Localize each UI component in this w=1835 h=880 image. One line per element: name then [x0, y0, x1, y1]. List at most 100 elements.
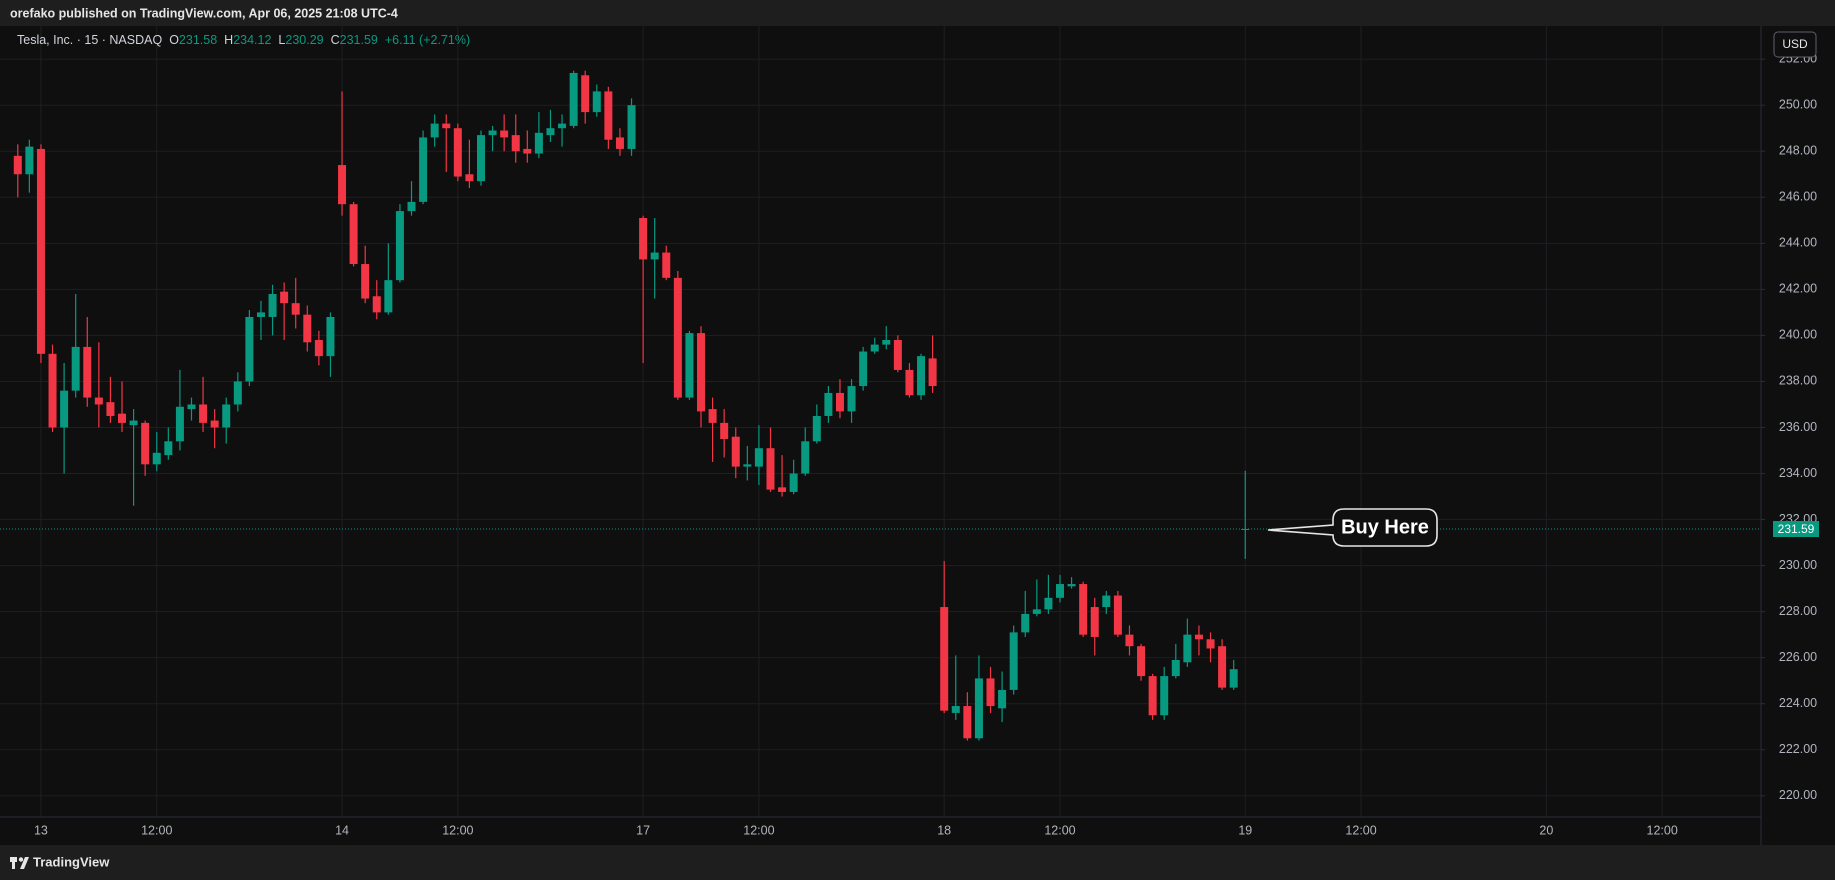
x-tick-label: 18 — [937, 823, 951, 837]
candle-body — [1171, 659, 1180, 677]
candles — [13, 70, 1250, 741]
last-price-label: 231.59 — [1778, 522, 1815, 536]
candle-body — [743, 464, 752, 467]
candle-body — [1229, 669, 1238, 688]
last-price-tag — [1773, 521, 1819, 538]
candle-body — [361, 264, 370, 299]
candle-body — [175, 406, 184, 442]
candle-body — [685, 333, 694, 398]
candle-body — [164, 441, 173, 456]
legend-ohlc-label: L — [278, 33, 286, 47]
x-tick-label: 12:00 — [1044, 823, 1075, 837]
y-tick-label: 236.00 — [1779, 420, 1817, 434]
candle-body — [731, 436, 740, 467]
candle-body — [581, 75, 590, 113]
overlay: 220.00222.00224.00226.00228.00230.00232.… — [0, 51, 1819, 837]
x-tick-label: 19 — [1238, 823, 1252, 837]
footer-text: TradingView — [33, 854, 110, 869]
candle-body — [1218, 646, 1227, 688]
candle-body — [256, 312, 265, 317]
candle-body — [1044, 597, 1053, 610]
candle-body — [222, 404, 231, 428]
candle-body — [928, 358, 937, 387]
legend-ohlc-value: 234.12 — [233, 33, 272, 47]
grid — [0, 26, 1761, 817]
callout-text: Buy Here — [1341, 516, 1429, 538]
candle-body — [940, 607, 949, 711]
header-bar — [0, 0, 1835, 26]
candle-body — [60, 390, 69, 428]
candle-body — [245, 316, 254, 382]
x-tick-label: 12:00 — [442, 823, 473, 837]
candle-body — [326, 316, 335, 357]
candle-body — [395, 211, 404, 281]
candle-body — [118, 413, 127, 423]
y-tick-label: 250.00 — [1779, 97, 1817, 111]
footer-bar — [0, 845, 1835, 880]
candle-body — [951, 706, 960, 713]
x-tick-label: 12:00 — [1345, 823, 1376, 837]
candle-body — [615, 137, 624, 149]
legend-ohlc-value: 231.58 — [178, 33, 218, 47]
candle-body — [905, 369, 914, 396]
candle-body — [476, 135, 485, 182]
legend-ohlc-label: H — [224, 33, 234, 47]
candle-body — [419, 137, 428, 202]
candle-body — [1148, 676, 1157, 716]
y-tick-label: 230.00 — [1779, 558, 1817, 572]
y-tick-label: 228.00 — [1779, 604, 1817, 618]
candle-body — [789, 473, 798, 492]
candle-body — [1194, 634, 1203, 640]
y-tick-label: 244.00 — [1779, 236, 1817, 250]
candle-body — [13, 155, 22, 175]
x-tick-label: 14 — [335, 823, 349, 837]
candle-body — [963, 706, 972, 739]
y-tick-label: 226.00 — [1779, 650, 1817, 664]
y-tick-label: 220.00 — [1779, 788, 1817, 802]
candle-body — [708, 409, 717, 423]
candle-body — [835, 392, 844, 412]
candle-body — [465, 174, 474, 182]
candle-body — [199, 404, 208, 423]
legend-ohlc-label: O — [169, 33, 179, 47]
candle-body — [511, 135, 520, 152]
candle-body — [801, 441, 810, 474]
candle-body — [1067, 584, 1076, 587]
candle-body — [442, 123, 451, 129]
candle-body — [870, 344, 879, 352]
candle-body — [998, 689, 1007, 709]
legend-ohlc-label: C — [330, 33, 340, 47]
candle-body — [94, 397, 103, 405]
candle-body — [129, 420, 138, 426]
candle-body — [291, 303, 300, 315]
candle-body — [523, 148, 532, 154]
legend-symbol: Tesla, Inc. · 15 · NASDAQ — [17, 33, 163, 47]
y-tick-label: 242.00 — [1779, 282, 1817, 296]
candle-body — [882, 340, 891, 345]
candle-body — [1055, 584, 1064, 598]
legend-change: +6.11 (+2.71%) — [384, 33, 471, 47]
candle-body — [662, 252, 671, 278]
candle-body — [453, 128, 462, 177]
currency-button[interactable] — [1773, 31, 1817, 58]
x-tick-label: 20 — [1539, 823, 1553, 837]
candle-body — [697, 333, 706, 412]
candle-body — [1183, 634, 1192, 663]
candle-body — [639, 217, 648, 260]
candle-body — [1102, 595, 1111, 608]
candle-body — [187, 404, 196, 410]
currency-label[interactable]: USD — [1782, 37, 1808, 51]
callout: Buy Here — [1267, 508, 1438, 547]
candle-body — [592, 91, 601, 113]
candle-body — [1113, 595, 1122, 635]
candle-body — [569, 72, 578, 126]
candle-body — [314, 340, 323, 357]
candle-body — [338, 165, 347, 205]
x-tick-label: 12:00 — [1647, 823, 1678, 837]
y-tick-label: 234.00 — [1779, 466, 1817, 480]
candle-body — [268, 293, 277, 317]
candle-body — [1021, 613, 1030, 633]
